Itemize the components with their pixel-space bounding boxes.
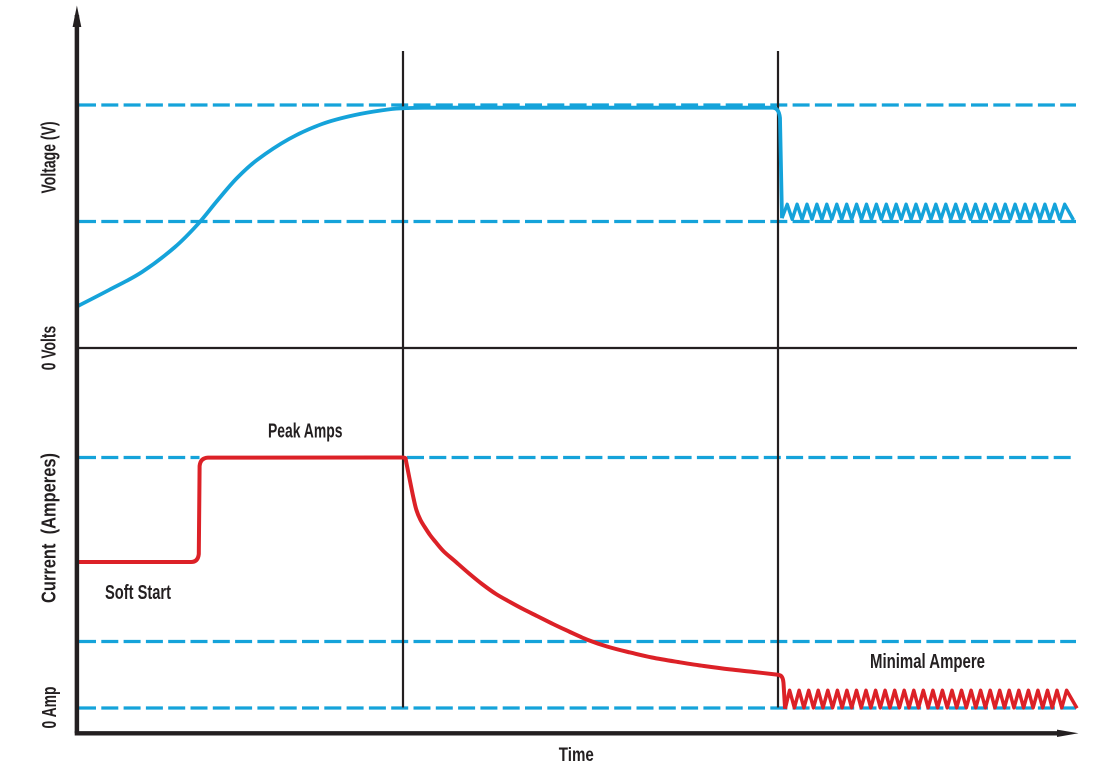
svg-text:Time: Time	[559, 745, 594, 766]
svg-text:Peak Amps: Peak Amps	[268, 421, 343, 443]
svg-text:Voltage (V): Voltage (V)	[39, 122, 61, 194]
svg-text:0 Amp: 0 Amp	[39, 687, 61, 729]
svg-text:Minimal Ampere: Minimal Ampere	[870, 651, 985, 673]
svg-text:Current (Amperes): Current (Amperes)	[39, 453, 61, 603]
svg-text:Soft Start: Soft Start	[105, 582, 171, 604]
svg-text:0 Volts: 0 Volts	[39, 326, 61, 371]
